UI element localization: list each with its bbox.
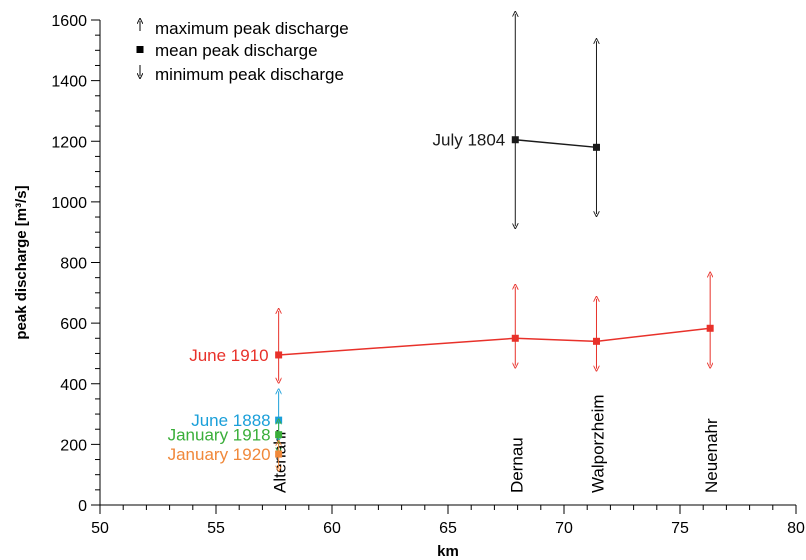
- series-label: June 1910: [189, 346, 268, 365]
- mean-marker: [511, 334, 519, 342]
- mean-marker: [706, 324, 714, 332]
- y-tick-label: 200: [60, 437, 87, 454]
- series-label: January 1918: [168, 426, 271, 445]
- y-tick-label: 1200: [51, 134, 87, 151]
- x-axis-title: km: [437, 543, 459, 560]
- legend: maximum peak discharge mean peak discharg…: [136, 19, 349, 84]
- mean-marker: [275, 351, 283, 359]
- x-tick-label: 70: [555, 520, 573, 537]
- location-label: Walporzheim: [588, 394, 607, 493]
- x-tick-label: 50: [91, 520, 109, 537]
- y-tick-label: 800: [60, 256, 87, 273]
- series-label: July 1804: [432, 131, 505, 150]
- location-label: Neuenahr: [702, 418, 721, 493]
- mean-marker: [275, 450, 283, 458]
- series-label: June 1888: [191, 411, 270, 430]
- mean-marker: [511, 136, 519, 144]
- series-group: June 1910: [189, 275, 714, 381]
- legend-label: mean peak discharge: [155, 41, 318, 60]
- legend-label: maximum peak discharge: [155, 19, 349, 38]
- y-tick-label: 1400: [51, 74, 87, 91]
- y-axis-title: peak discharge [m³/s]: [13, 185, 30, 339]
- y-tick-label: 1600: [51, 13, 87, 30]
- series-line: [278, 327, 711, 356]
- series-label: January 1920: [168, 445, 271, 464]
- mean-marker: [592, 143, 600, 151]
- x-tick-label: 65: [439, 520, 457, 537]
- location-label: Altenahr: [271, 429, 290, 493]
- x-tick-label: 60: [323, 520, 341, 537]
- x-tick-label: 80: [787, 520, 805, 537]
- y-tick-label: 0: [78, 498, 87, 515]
- legend-label: minimum peak discharge: [155, 65, 344, 84]
- y-tick-label: 1000: [51, 195, 87, 212]
- location-label: Dernau: [507, 437, 526, 493]
- location-labels: Altenahr Dernau Walporzheim Neuenahr: [271, 394, 722, 493]
- y-tick-label: 600: [60, 316, 87, 333]
- x-tick-label: 75: [671, 520, 689, 537]
- series-line: [515, 138, 597, 149]
- axes: 50 55 60 65 70 75 8002004006008001000120014001…: [13, 13, 805, 560]
- mean-marker: [275, 431, 283, 439]
- series-group: January 1920: [168, 443, 283, 469]
- mean-marker: [592, 337, 600, 345]
- legend-mean-marker-icon: [136, 46, 144, 53]
- y-tick-label: 400: [60, 377, 87, 394]
- x-tick-label: 55: [207, 520, 225, 537]
- series-group: July 1804: [432, 14, 600, 226]
